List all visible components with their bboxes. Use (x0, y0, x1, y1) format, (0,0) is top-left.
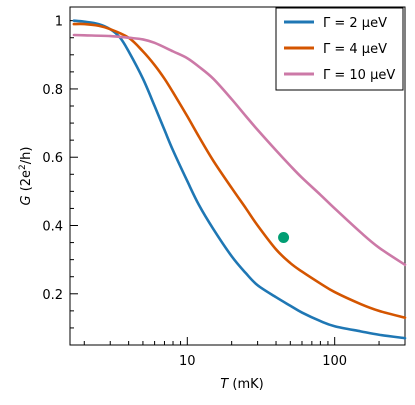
x-tick-label: 10 (179, 354, 196, 369)
y-tick-label: 1 (55, 15, 63, 30)
y-tick-label: 0.6 (42, 151, 63, 166)
legend-label-gamma-4: Γ = 4 μeV (323, 42, 387, 57)
series-line-gamma-10 (72, 33, 407, 267)
highlight-point (278, 231, 290, 243)
y-tick-label: 0.4 (42, 220, 63, 235)
x-axis-title: T (mK) (220, 377, 263, 392)
plot-frame (69, 6, 406, 346)
y-tick-label: 0.8 (42, 83, 63, 98)
marker-layer (278, 231, 290, 243)
x-tick-label: 100 (322, 354, 347, 369)
series-lines (72, 19, 407, 340)
legend-label-gamma-2: Γ = 2 μeV (323, 16, 387, 31)
y-axis-title: G (2e2/h) (18, 147, 34, 206)
legend-label-gamma-10: Γ = 10 μeV (323, 68, 395, 83)
legend: Γ = 2 μeV Γ = 4 μeV Γ = 10 μeV (275, 7, 404, 91)
series-line-gamma-4 (72, 22, 407, 319)
y-tick-label: 0.2 (42, 288, 63, 303)
axis-ticks: 10 100 0.2 0.4 0.6 0.8 1 (42, 15, 406, 369)
